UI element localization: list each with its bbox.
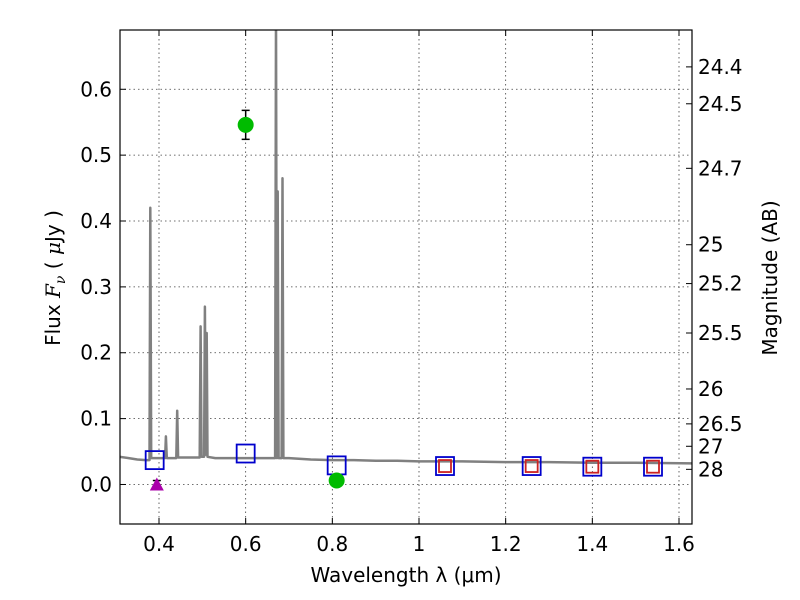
y-axis-label-left: Flux Fν ( μJy ) xyxy=(41,210,69,346)
model-spectrum-line xyxy=(120,30,692,465)
model-photometry-marker xyxy=(643,456,663,477)
mag-tick-label: 28 xyxy=(698,457,723,481)
red-photometry-marker xyxy=(438,459,452,473)
mag-tick-label: 25.5 xyxy=(698,321,743,345)
x-tick-label: 0.6 xyxy=(230,532,262,556)
mag-tick-label: 26.5 xyxy=(698,412,743,436)
x-tick-label: 1 xyxy=(413,532,426,556)
red-photometry-marker xyxy=(646,459,660,474)
mag-tick-label: 25.2 xyxy=(698,272,743,296)
y-tick-label: 0.1 xyxy=(80,407,112,431)
grid-layer xyxy=(120,30,692,524)
mag-tick-label: 24.4 xyxy=(698,55,743,79)
x-tick-label: 1.6 xyxy=(663,532,695,556)
mag-tick-label: 24.7 xyxy=(698,156,743,180)
mag-tick-label: 24.5 xyxy=(698,92,743,116)
mag-tick-label: 26 xyxy=(698,377,723,401)
x-tick-label: 0.4 xyxy=(143,532,175,556)
model-photometry-marker xyxy=(521,456,542,476)
model-photometry-marker xyxy=(435,456,455,476)
model-photometry-marker xyxy=(235,443,256,464)
y-tick-label: 0.3 xyxy=(80,275,112,299)
y-tick-label: 0.6 xyxy=(80,77,112,101)
y-tick-label: 0.2 xyxy=(80,341,112,365)
observed-flux-marker xyxy=(328,472,345,489)
spectrum-layer xyxy=(120,30,692,465)
y-tick-label: 0.5 xyxy=(80,143,112,167)
model-photometry-marker xyxy=(144,450,165,471)
x-tick-label: 1.2 xyxy=(490,532,522,556)
mag-tick-label: 25 xyxy=(698,233,723,257)
upper-limit-marker xyxy=(149,477,164,491)
y-tick-label: 0.4 xyxy=(80,209,112,233)
red-photometry-marker xyxy=(585,459,600,474)
marker-layer xyxy=(144,109,663,491)
plot-frame xyxy=(119,29,693,525)
y-axis-label-right: Magnitude (AB) xyxy=(758,200,782,355)
model-photometry-marker xyxy=(582,456,603,477)
tick-layer: 0.4 0.6 0.8 1 1.2 1.4 1.6 0.0 0.1 0.2 0.3 0.4 0.5 0.6… xyxy=(80,30,743,556)
x-tick-label: 1.4 xyxy=(576,532,608,556)
x-tick-label: 0.8 xyxy=(316,532,348,556)
red-photometry-marker xyxy=(524,459,539,473)
mag-tick-label: 27 xyxy=(698,434,723,458)
observed-flux-marker xyxy=(237,116,254,133)
y-tick-label: 0.0 xyxy=(80,472,112,496)
x-axis-label: Wavelength λ (μm) xyxy=(310,563,501,587)
